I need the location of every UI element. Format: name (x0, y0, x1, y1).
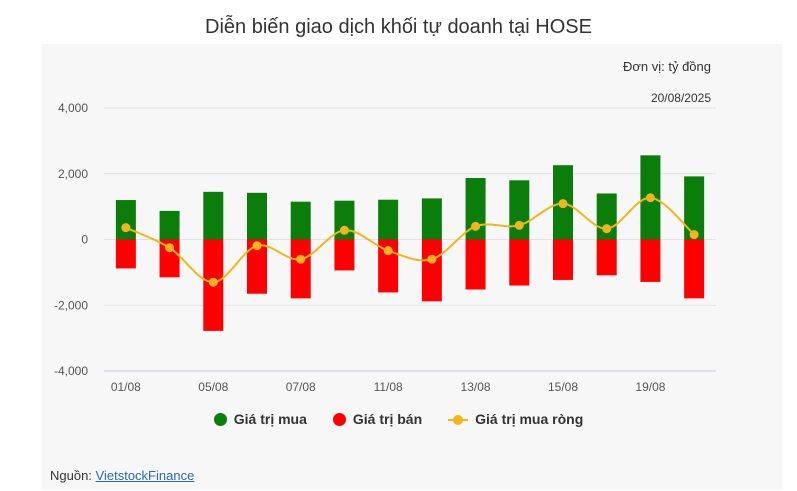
net-point (558, 199, 568, 209)
net-point (339, 225, 349, 235)
net-point (383, 246, 393, 256)
legend: Giá trị mua Giá trị bán Giá trị mua ròng (0, 411, 797, 427)
net-point (602, 224, 612, 234)
y-tick-label: -2,000 (54, 298, 88, 312)
y-tick-label: 0 (81, 233, 88, 247)
bar-buy (115, 200, 136, 240)
y-tick-label: 4,000 (58, 101, 88, 115)
bar-sell (115, 239, 136, 269)
source-prefix: Nguồn: (50, 468, 96, 483)
bar-sell (247, 239, 267, 294)
net-point (471, 221, 481, 231)
source-link[interactable]: VietstockFinance (95, 468, 195, 483)
legend-item-buy[interactable]: Giá trị mua (213, 411, 307, 427)
source-note: Nguồn: VietstockFinance (50, 468, 194, 483)
bar-sell (553, 239, 573, 280)
bar-sell (684, 239, 705, 299)
legend-swatch-buy (213, 412, 227, 426)
net-point (296, 254, 306, 264)
legend-label-sell: Giá trị bán (352, 411, 423, 427)
x-tick-label: 11/08 (374, 380, 403, 394)
bar-sell (290, 239, 311, 299)
net-point (121, 223, 131, 233)
bar-buy (684, 176, 705, 240)
bar-buy (421, 198, 442, 240)
bar-buy (159, 210, 180, 240)
legend-swatch-sell (332, 412, 346, 426)
y-tick-label: -4,000 (54, 364, 88, 378)
bar-sell (596, 239, 617, 276)
x-tick-label: 13/08 (461, 380, 491, 394)
net-point (427, 254, 437, 264)
bar-sell (421, 239, 442, 302)
bar-sell (465, 239, 486, 290)
bar-sell (509, 239, 530, 286)
x-tick-label: 05/08 (198, 380, 228, 394)
x-tick-label: 01/08 (111, 380, 141, 394)
legend-item-net[interactable]: Giá trị mua ròng (448, 411, 583, 427)
x-tick-label: 07/08 (286, 380, 316, 394)
bar-buy (290, 201, 311, 240)
bar-buy (509, 180, 530, 240)
unit-label: Đơn vị: tỷ đồng (623, 59, 711, 74)
legend-swatch-net (448, 413, 469, 426)
x-tick-label: 19/08 (635, 380, 665, 394)
legend-label-net: Giá trị mua ròng (475, 411, 584, 427)
bar-buy (247, 192, 267, 240)
net-point (689, 230, 699, 240)
y-tick-label: 2,000 (58, 167, 88, 181)
bar-sell (159, 239, 180, 278)
legend-item-sell[interactable]: Giá trị bán (332, 411, 423, 427)
chart-title: Diễn biến giao dịch khối tự doanh tại HO… (205, 16, 592, 38)
net-point (514, 220, 524, 230)
date-label: 20/08/2025 (651, 91, 711, 105)
bar-buy (378, 199, 399, 240)
bar-sell (640, 239, 661, 282)
net-point (252, 241, 262, 251)
x-tick-label: 15/08 (548, 380, 578, 394)
legend-label-buy: Giá trị mua (233, 411, 307, 427)
net-point (208, 277, 218, 287)
net-point (165, 243, 175, 253)
bar-sell (334, 239, 355, 271)
bar-buy (203, 191, 224, 240)
net-point (645, 193, 655, 203)
